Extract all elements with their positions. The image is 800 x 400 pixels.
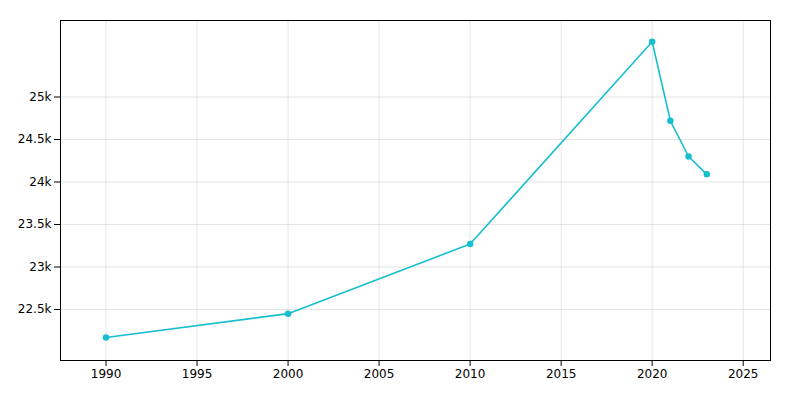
svg-text:23.5k: 23.5k: [18, 217, 52, 231]
svg-text:22.5k: 22.5k: [18, 302, 52, 316]
svg-text:2020: 2020: [637, 367, 668, 381]
svg-text:24k: 24k: [29, 175, 51, 189]
svg-text:25k: 25k: [29, 90, 51, 104]
svg-text:2015: 2015: [546, 367, 577, 381]
svg-text:2010: 2010: [455, 367, 486, 381]
svg-text:1995: 1995: [182, 367, 213, 381]
svg-text:2005: 2005: [364, 367, 395, 381]
svg-text:24.5k: 24.5k: [18, 132, 52, 146]
svg-text:2025: 2025: [728, 367, 759, 381]
svg-text:2000: 2000: [273, 367, 304, 381]
svg-text:23k: 23k: [29, 260, 51, 274]
svg-text:1990: 1990: [91, 367, 122, 381]
